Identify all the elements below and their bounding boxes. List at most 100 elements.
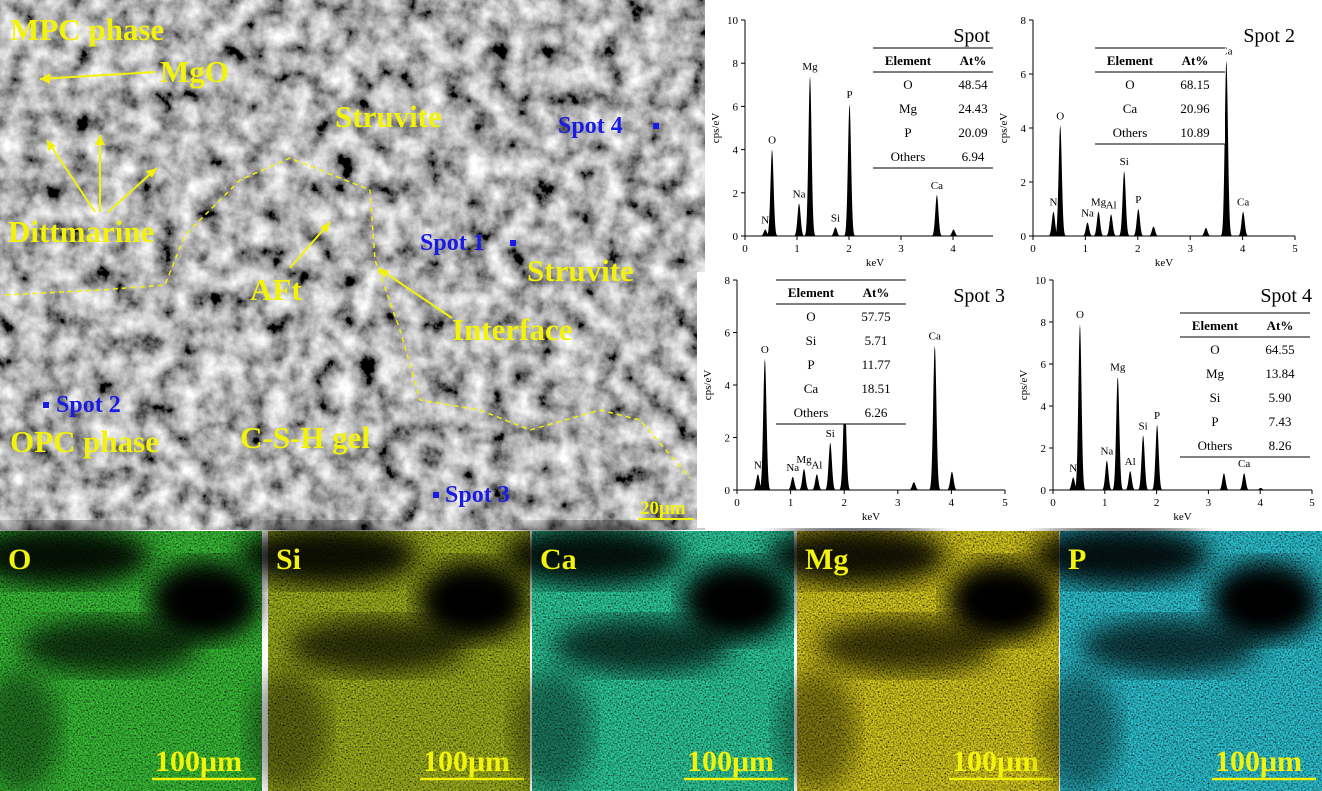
table-cell: Si — [1210, 390, 1221, 405]
y-tick-label: 2 — [1021, 177, 1027, 189]
table-cell: 57.75 — [861, 309, 890, 324]
map-scale-label: 100μm — [952, 745, 1039, 778]
table-header: Element — [1192, 318, 1239, 333]
spot-label: Spot 3 — [445, 482, 510, 508]
table-cell: 5.90 — [1269, 390, 1292, 405]
spot-marker — [43, 402, 49, 408]
map-dark-region — [817, 618, 997, 674]
y-tick-label: 8 — [1021, 15, 1027, 27]
chart-title: Spot 4 — [1260, 285, 1312, 307]
sem-label: Struvite — [527, 253, 634, 288]
table-header: Element — [885, 53, 932, 68]
map-dark-region — [1030, 526, 1210, 586]
map-scale-label: 100μm — [687, 745, 774, 778]
table-cell: Others — [1113, 125, 1148, 140]
spectrum-chart: NONaMgAlSiPCaCa01234502468keVcps/eVSpot … — [993, 12, 1303, 274]
spectrum-chart: NONaMgSiPCa0123450246810keVcps/eVSpot 1E… — [705, 12, 1013, 274]
x-axis-label: keV — [866, 257, 884, 269]
y-tick-label: 2 — [725, 433, 731, 445]
table-header: At% — [1267, 318, 1294, 333]
table-cell: 10.89 — [1180, 125, 1209, 140]
peak-label: N — [761, 215, 769, 227]
y-tick-label: 2 — [1041, 443, 1047, 455]
table-cell: Ca — [1123, 101, 1138, 116]
x-tick-label: 4 — [1257, 497, 1263, 509]
peak-label: Ca — [929, 331, 941, 343]
map-element-label: Ca — [540, 543, 577, 576]
peak-label: Al — [811, 459, 822, 471]
peak-label: P — [846, 89, 852, 101]
map-dark-region — [288, 618, 468, 674]
table-cell: Mg — [1206, 366, 1225, 381]
peak-label: Mg — [796, 454, 812, 466]
sem-label: Dittmarine — [8, 214, 154, 249]
table-cell: P — [904, 125, 911, 140]
map-element-label: O — [8, 543, 31, 576]
y-tick-label: 6 — [1041, 359, 1047, 371]
peak-label: N — [754, 459, 762, 471]
y-axis-label: cps/eV — [710, 113, 722, 144]
y-tick-label: 0 — [1041, 485, 1047, 497]
y-tick-label: 4 — [1021, 123, 1027, 135]
table-cell: Mg — [899, 101, 918, 116]
x-tick-label: 3 — [1206, 497, 1212, 509]
spot-marker — [433, 492, 439, 498]
x-tick-label: 2 — [1154, 497, 1160, 509]
map-element-label: Mg — [805, 543, 848, 576]
y-tick-label: 6 — [733, 101, 739, 113]
sem-label: OPC phase — [10, 424, 159, 459]
peak-label: Si — [831, 212, 840, 224]
sem-label: MPC phase — [10, 12, 164, 47]
element-map: Ca 100μm — [502, 526, 794, 791]
x-tick-label: 4 — [1240, 243, 1246, 255]
table-cell: 24.43 — [958, 101, 987, 116]
x-tick-label: 3 — [1187, 243, 1193, 255]
x-tick-label: 1 — [1102, 497, 1108, 509]
element-map: Mg 100μm — [767, 526, 1059, 791]
sem-label: Interface — [452, 312, 573, 347]
table-background — [1180, 313, 1310, 457]
spot-label: Spot 1 — [420, 230, 485, 256]
y-axis-label: cps/eV — [1018, 370, 1030, 401]
peak-label: Si — [1120, 156, 1129, 168]
chart-title: Spot 2 — [1243, 25, 1295, 47]
x-tick-label: 1 — [1083, 243, 1089, 255]
scale-bar-label: 20μm — [640, 498, 686, 519]
y-tick-label: 4 — [1041, 401, 1047, 413]
peak-label: O — [761, 344, 769, 356]
y-tick-label: 8 — [1041, 317, 1047, 329]
x-tick-label: 1 — [794, 243, 800, 255]
table-cell: P — [1211, 414, 1218, 429]
map-dark-region — [777, 671, 857, 791]
table-cell: O — [1125, 77, 1134, 92]
table-cell: 13.84 — [1265, 366, 1295, 381]
table-cell: 20.09 — [958, 125, 987, 140]
peak-label: Mg — [1091, 197, 1107, 209]
peak-label: P — [1154, 410, 1160, 422]
x-tick-label: 0 — [1030, 243, 1036, 255]
x-tick-label: 0 — [742, 243, 748, 255]
peak-label: Si — [1139, 420, 1148, 432]
x-tick-label: 0 — [734, 497, 740, 509]
x-tick-label: 2 — [846, 243, 852, 255]
table-cell: Others — [1198, 438, 1233, 453]
peak-label: N — [1049, 197, 1057, 209]
peak-label: Mg — [802, 61, 818, 73]
x-tick-label: 2 — [1135, 243, 1141, 255]
x-axis-label: keV — [862, 511, 880, 523]
peak-label: Na — [1100, 446, 1113, 458]
sem-label: Struvite — [335, 99, 442, 134]
figure: MPC phase Mg O Struvite Dittmarine Struvi… — [0, 0, 1322, 791]
x-axis-label: keV — [1155, 257, 1173, 269]
table-cell: Others — [891, 149, 926, 164]
table-cell: 64.55 — [1265, 342, 1294, 357]
y-tick-label: 0 — [1021, 231, 1027, 243]
table-cell: O — [903, 77, 912, 92]
table-cell: Ca — [804, 381, 819, 396]
map-dark-region — [20, 618, 200, 674]
table-header: At% — [1182, 53, 1209, 68]
table-cell: 6.26 — [865, 405, 888, 420]
